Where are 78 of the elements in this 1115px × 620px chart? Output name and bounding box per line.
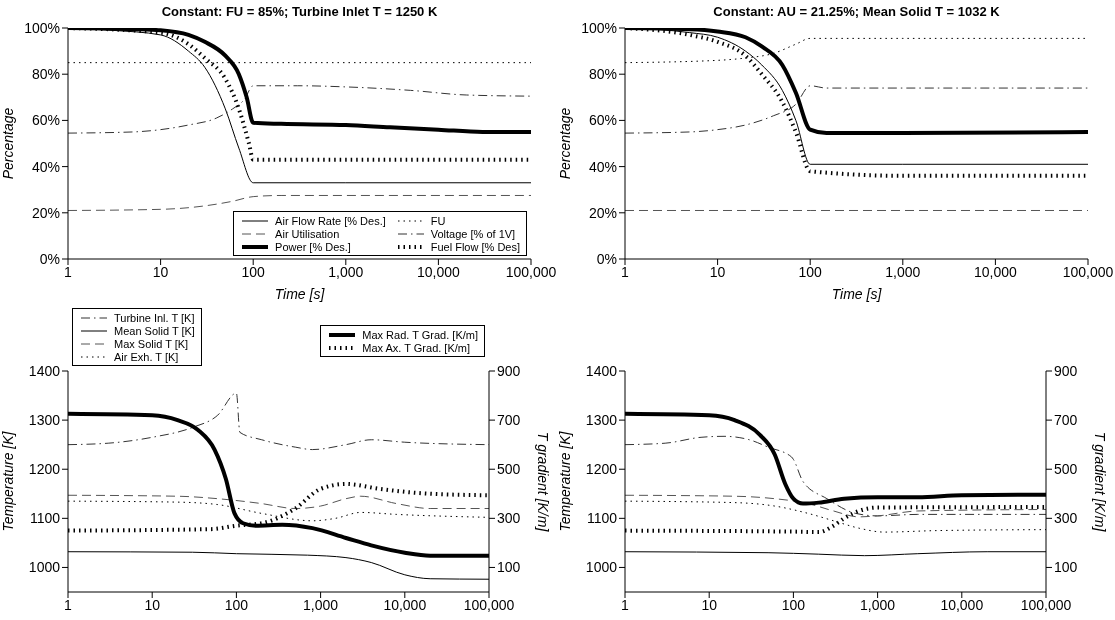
legend-label: Max Solid T [K] bbox=[114, 337, 189, 350]
x-tick-label: 1 bbox=[621, 263, 630, 280]
y-tick-label: 1400 bbox=[28, 362, 61, 379]
y-tick-label: 40% bbox=[31, 158, 60, 175]
legend-label: Power [% Des.] bbox=[275, 240, 351, 253]
y-tick-label: 0% bbox=[596, 250, 617, 267]
x-tick-label: 1 bbox=[621, 596, 630, 613]
legend-label: Air Utilisation bbox=[275, 227, 340, 240]
legend-label: Turbine Inl. T [K] bbox=[114, 311, 195, 324]
x-tick-label: 10 bbox=[701, 596, 718, 613]
x-tick-label: 1 bbox=[64, 596, 73, 613]
x-tick-label: 100 bbox=[798, 263, 823, 280]
x-tick-label: 100,000 bbox=[505, 263, 557, 280]
y-axis-title: Temperature [K] bbox=[0, 430, 16, 532]
legend-label: Air Flow Rate [% Des.] bbox=[275, 214, 386, 227]
x-tick-label: 10,000 bbox=[940, 596, 984, 613]
y-tick-label: 1400 bbox=[585, 362, 618, 379]
x-tick-label: 100 bbox=[781, 596, 806, 613]
x-tick-label: 1,000 bbox=[303, 596, 339, 613]
y-tick-label: 1000 bbox=[585, 559, 618, 576]
legend-label: FU bbox=[430, 214, 446, 227]
y2-tick-label: 500 bbox=[1054, 461, 1078, 478]
y-tick-label: 1200 bbox=[28, 461, 61, 478]
x-tick-label: 10,000 bbox=[973, 263, 1018, 280]
x-tick-label: 1,000 bbox=[885, 263, 921, 280]
y-tick-label: 60% bbox=[588, 112, 617, 129]
y-tick-label: 60% bbox=[31, 112, 60, 129]
y2-axis-title: T gradient [K/m] bbox=[535, 431, 552, 533]
legend-label: Fuel Flow [% Des] bbox=[430, 240, 520, 253]
y-axis-title: Percentage bbox=[556, 107, 573, 180]
y-axis-title: Temperature [K] bbox=[556, 430, 573, 532]
y-tick-label: 20% bbox=[588, 204, 617, 221]
y-tick-label: 1100 bbox=[29, 510, 61, 527]
x-tick-label: 10 bbox=[152, 263, 169, 280]
x-tick-label: 1,000 bbox=[328, 263, 364, 280]
x-axis-title: Time [s] bbox=[274, 286, 326, 302]
x-tick-label: 100,000 bbox=[1062, 263, 1114, 280]
legend-label: Air Exh. T [K] bbox=[114, 350, 179, 363]
y2-tick-label: 300 bbox=[497, 510, 521, 527]
legend-label: Voltage [% of 1V] bbox=[430, 227, 516, 240]
y-tick-label: 40% bbox=[588, 158, 617, 175]
y-tick-label: 1100 bbox=[586, 510, 618, 527]
x-tick-label: 10 bbox=[144, 596, 161, 613]
y-tick-label: 80% bbox=[31, 66, 60, 83]
x-tick-label: 1,000 bbox=[860, 596, 896, 613]
y2-axis-title: T gradient [K/m] bbox=[1092, 431, 1109, 533]
y-tick-label: 0% bbox=[39, 250, 60, 267]
y2-tick-label: 100 bbox=[497, 559, 521, 576]
y2-tick-label: 900 bbox=[1054, 362, 1078, 379]
y2-tick-label: 700 bbox=[1054, 412, 1078, 429]
x-tick-label: 100 bbox=[224, 596, 249, 613]
chart-title: Constant: AU = 21.25%; Mean Solid T = 1032 K bbox=[712, 4, 1001, 19]
legend-label: Max Ax. T Grad. [K/m] bbox=[362, 341, 471, 354]
x-tick-label: 10 bbox=[709, 263, 726, 280]
y-tick-label: 100% bbox=[24, 19, 60, 36]
chart-title: Constant: FU = 85%; Turbine Inlet T = 1250 K bbox=[160, 4, 439, 19]
y-tick-label: 1200 bbox=[585, 461, 618, 478]
y2-tick-label: 100 bbox=[1054, 559, 1078, 576]
y2-tick-label: 700 bbox=[497, 412, 521, 429]
y2-tick-label: 500 bbox=[497, 461, 521, 478]
x-axis-title: Time [s] bbox=[831, 286, 883, 302]
y-tick-label: 80% bbox=[588, 66, 617, 83]
x-tick-label: 1 bbox=[64, 263, 73, 280]
legend-label: Mean Solid T [K] bbox=[114, 324, 195, 337]
y2-tick-label: 300 bbox=[1054, 510, 1078, 527]
legend-label: Max Rad. T Grad. [K/m] bbox=[362, 328, 478, 341]
x-tick-label: 100 bbox=[241, 263, 266, 280]
y-tick-label: 20% bbox=[31, 204, 60, 221]
x-tick-label: 100,000 bbox=[463, 596, 515, 613]
x-tick-label: 10,000 bbox=[416, 263, 461, 280]
y-tick-label: 100% bbox=[581, 19, 617, 36]
x-tick-label: 100,000 bbox=[1020, 596, 1072, 613]
x-tick-label: 10,000 bbox=[383, 596, 427, 613]
y-tick-label: 1300 bbox=[585, 412, 618, 429]
y2-tick-label: 900 bbox=[497, 362, 521, 379]
y-tick-label: 1300 bbox=[28, 412, 61, 429]
y-axis-title: Percentage bbox=[0, 107, 16, 180]
y-tick-label: 1000 bbox=[28, 559, 61, 576]
